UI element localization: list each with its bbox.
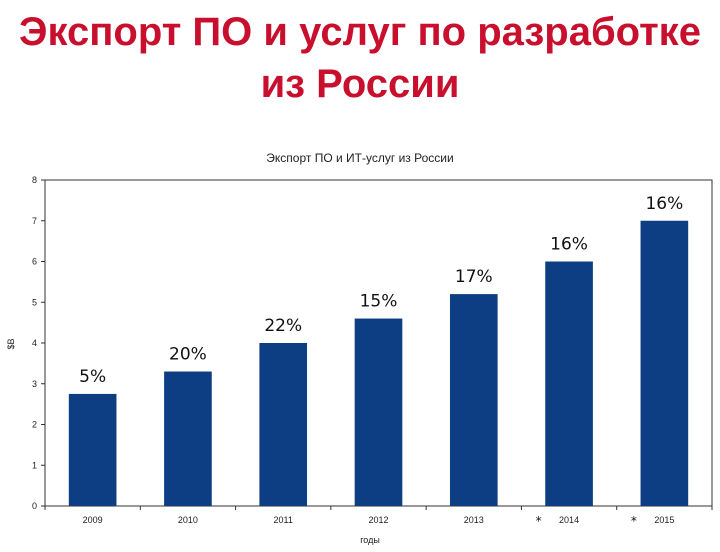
x-tick-label: 2015 bbox=[654, 515, 674, 525]
x-tick-label: 2012 bbox=[368, 515, 388, 525]
slide-title: Экспорт ПО и услуг по разработке из Росс… bbox=[0, 6, 720, 110]
chart-title: Экспорт ПО и ИТ-услуг из России bbox=[266, 151, 453, 165]
y-tick-label: 8 bbox=[32, 175, 37, 185]
bar bbox=[354, 318, 403, 506]
data-label: 5% bbox=[79, 367, 106, 387]
y-tick-label: 5 bbox=[32, 297, 37, 307]
y-tick-label: 1 bbox=[32, 460, 37, 470]
slide-title-line-1: Экспорт ПО и услуг по разработке bbox=[19, 10, 701, 54]
bar bbox=[449, 294, 498, 506]
bar bbox=[259, 343, 308, 506]
y-tick-label: 3 bbox=[32, 379, 37, 389]
y-axis-label: $B bbox=[6, 338, 16, 349]
data-label: 20% bbox=[169, 345, 207, 365]
y-tick-label: 0 bbox=[32, 501, 37, 511]
plot-area: 0 1 2 3 4 5 6 7 8 5% 2009 20% 2010 22% 2011 15% 2012 17% 2… bbox=[32, 175, 713, 528]
data-label: 17% bbox=[455, 267, 493, 287]
forecast-star-marker: * bbox=[536, 514, 542, 528]
data-label: 15% bbox=[360, 292, 398, 312]
y-tick-label: 7 bbox=[32, 216, 37, 226]
x-tick-label: 2010 bbox=[178, 515, 198, 525]
x-tick-label: 2013 bbox=[464, 515, 484, 525]
y-tick-label: 2 bbox=[32, 420, 37, 430]
bar bbox=[164, 371, 212, 506]
data-label: 16% bbox=[645, 194, 683, 214]
data-label: 22% bbox=[264, 316, 302, 336]
slide-title-line-2: из России bbox=[260, 62, 460, 106]
x-tick-label: 2009 bbox=[83, 515, 103, 525]
bar bbox=[640, 220, 689, 506]
x-tick-label: 2014 bbox=[559, 515, 579, 525]
bar bbox=[545, 261, 593, 506]
data-label: 16% bbox=[550, 235, 588, 255]
x-axis-label: годы bbox=[360, 535, 380, 545]
y-tick-label: 6 bbox=[32, 257, 37, 267]
y-tick-label: 4 bbox=[32, 338, 37, 348]
bar bbox=[68, 393, 117, 506]
x-tick-label: 2011 bbox=[274, 515, 293, 525]
forecast-star-marker: * bbox=[631, 514, 637, 528]
